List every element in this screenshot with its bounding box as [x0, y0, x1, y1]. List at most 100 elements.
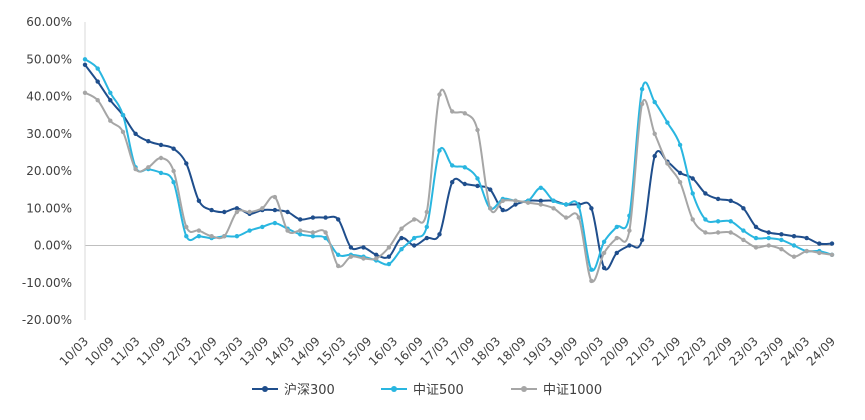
- data-point: [336, 263, 341, 269]
- data-point: [488, 187, 493, 192]
- data-point: [146, 139, 151, 144]
- data-point: [690, 217, 695, 222]
- data-point: [298, 232, 303, 237]
- data-point: [412, 235, 417, 241]
- data-point: [222, 209, 227, 215]
- data-point: [412, 243, 417, 248]
- data-point: [234, 234, 240, 239]
- data-point: [538, 185, 543, 190]
- data-point: [766, 230, 771, 235]
- data-point: [209, 234, 214, 239]
- data-point: [703, 230, 708, 235]
- data-point: [260, 224, 265, 230]
- data-point: [158, 155, 164, 161]
- data-point: [728, 219, 733, 224]
- data-point: [475, 183, 480, 189]
- data-point: [601, 239, 607, 244]
- data-point: [728, 230, 733, 235]
- data-point: [627, 228, 632, 233]
- data-point: [399, 235, 404, 241]
- data-point: [386, 245, 392, 250]
- data-point: [462, 111, 467, 116]
- data-point: [817, 250, 822, 256]
- y-axis-labels: 60.00% 50.00% 40.00% 30.00% 20.00% 10.00% 0.00…: [22, 15, 72, 327]
- data-point: [310, 234, 316, 239]
- data-point: [399, 226, 404, 231]
- data-point: [95, 66, 100, 71]
- data-point: [437, 92, 442, 97]
- data-point: [323, 215, 328, 220]
- data-point: [741, 206, 746, 211]
- data-point: [196, 234, 202, 239]
- data-point: [589, 278, 594, 284]
- data-point: [576, 204, 581, 209]
- data-point: [791, 234, 797, 239]
- data-point: [551, 206, 556, 211]
- data-point: [272, 220, 278, 226]
- data-point: [450, 163, 455, 168]
- data-point: [310, 215, 316, 220]
- data-point: [753, 235, 759, 241]
- data-point: [741, 228, 746, 233]
- data-point: [310, 230, 316, 235]
- data-point: [95, 79, 100, 84]
- data-point: [652, 99, 657, 105]
- data-point: [525, 200, 531, 205]
- data-point: [601, 250, 607, 256]
- data-point: [133, 131, 138, 136]
- data-point: [234, 206, 240, 211]
- data-point: [298, 228, 303, 233]
- data-point: [424, 224, 429, 230]
- y-tick-label: 0.00%: [34, 239, 72, 253]
- data-point: [475, 176, 480, 181]
- legend-label: 中证1000: [543, 383, 602, 398]
- data-point: [690, 191, 695, 196]
- y-tick-label: 30.00%: [26, 127, 72, 141]
- data-point: [323, 230, 328, 235]
- data-point: [171, 146, 176, 151]
- data-point: [361, 256, 366, 261]
- y-tick-label: 60.00%: [26, 15, 72, 29]
- data-point: [665, 161, 670, 166]
- data-point: [652, 153, 657, 159]
- series-line: [84, 58, 833, 272]
- data-point: [551, 198, 556, 203]
- data-point: [424, 209, 429, 215]
- y-tick-label: 50.00%: [26, 52, 72, 66]
- data-point: [247, 228, 252, 233]
- data-point: [146, 165, 151, 170]
- y-tick-label: 40.00%: [26, 90, 72, 104]
- data-point: [614, 235, 619, 241]
- data-point: [158, 142, 164, 148]
- data-point: [779, 232, 784, 237]
- data-point: [703, 191, 708, 196]
- data-point: [513, 198, 518, 203]
- legend: 沪深300 中证500 中证1000: [252, 382, 602, 398]
- data-point: [285, 228, 290, 233]
- data-point: [120, 129, 126, 135]
- data-point: [336, 252, 341, 257]
- data-point: [639, 101, 645, 107]
- data-point: [804, 235, 809, 241]
- data-point: [196, 198, 202, 203]
- data-point: [234, 209, 240, 215]
- y-tick-label: 10.00%: [26, 201, 72, 215]
- data-point: [753, 245, 759, 250]
- data-point: [500, 198, 505, 203]
- data-point: [95, 98, 100, 103]
- data-point: [791, 243, 797, 248]
- series-group: [82, 88, 835, 284]
- data-point: [298, 217, 303, 222]
- data-point: [677, 180, 683, 185]
- data-point: [399, 247, 404, 252]
- data-point: [108, 90, 113, 96]
- data-point: [589, 267, 594, 272]
- data-point: [715, 196, 721, 202]
- data-point: [171, 168, 176, 174]
- data-point: [184, 161, 189, 166]
- data-point: [665, 120, 670, 125]
- data-point: [424, 235, 429, 241]
- data-point: [715, 230, 721, 235]
- data-point: [677, 170, 683, 176]
